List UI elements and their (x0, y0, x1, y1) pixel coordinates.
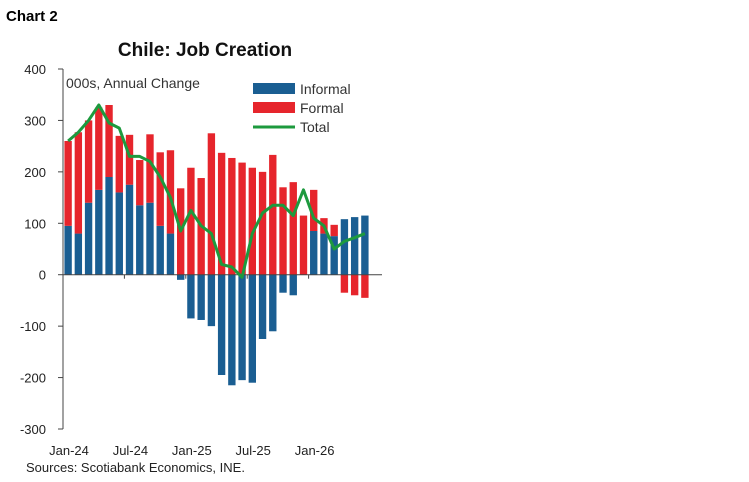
bar-informal-26 (330, 236, 338, 275)
bar-informal-25 (320, 233, 328, 275)
bar-formal-21 (279, 187, 287, 275)
bar-informal-6 (125, 184, 134, 275)
unit-note: 000s, Annual Change (66, 75, 200, 91)
y-tick-label-0: 0 (39, 268, 46, 283)
bar-informal-20 (269, 274, 277, 332)
x-tick-label-12: Jan-25 (172, 443, 212, 458)
bar-informal-24 (310, 231, 318, 275)
bar-formal-29 (361, 274, 369, 298)
bar-formal-19 (258, 171, 267, 275)
bar-formal-24 (310, 189, 318, 231)
bar-informal-29 (361, 215, 369, 275)
bar-formal-17 (238, 162, 246, 275)
bar-informal-15 (217, 274, 226, 375)
y-tick-label--200: -200 (20, 371, 46, 386)
bar-formal-26 (330, 224, 338, 237)
bar-informal-8 (146, 202, 154, 275)
bar-formal-10 (166, 150, 175, 234)
bar-formal-28 (350, 274, 359, 296)
bar-formal-7 (136, 160, 144, 206)
y-tick-label-400: 400 (24, 62, 46, 77)
bar-formal-15 (217, 152, 226, 275)
chart-title: Chile: Job Creation (118, 40, 292, 61)
y-tick-label-200: 200 (24, 165, 46, 180)
legend-label-formal: Formal (300, 100, 344, 116)
bar-formal-14 (207, 133, 216, 275)
bar-formal-18 (248, 167, 256, 275)
legend: Informal Formal Total (253, 81, 351, 135)
y-tick-label--100: -100 (20, 319, 46, 334)
bar-formal-9 (156, 152, 164, 226)
bar-formal-8 (146, 134, 154, 203)
x-tick-label-24: Jan-26 (295, 443, 335, 458)
legend-swatch-informal (253, 83, 295, 94)
bar-informal-0 (64, 225, 72, 275)
bar-formal-4 (105, 105, 113, 177)
bar-informal-27 (340, 219, 349, 275)
bar-informal-12 (187, 274, 195, 319)
x-tick-label-0: Jan-24 (49, 443, 89, 458)
legend-label-total: Total (300, 119, 330, 135)
bar-formal-3 (95, 107, 103, 190)
line-total (67, 103, 366, 279)
bar-informal-10 (166, 233, 175, 275)
x-tick-label-6: Jul-24 (113, 443, 148, 458)
legend-swatch-formal (253, 102, 295, 113)
bar-informal-11 (177, 274, 185, 280)
bar-formal-5 (115, 135, 123, 193)
bar-informal-1 (74, 233, 83, 275)
bar-informal-7 (136, 205, 144, 275)
x-tick-label-18: Jul-25 (235, 443, 270, 458)
bar-formal-23 (299, 215, 308, 275)
bar-informal-18 (248, 274, 256, 383)
bar-informal-28 (350, 217, 359, 275)
bar-informal-21 (279, 274, 287, 293)
bar-informal-13 (197, 274, 205, 320)
bar-formal-1 (74, 132, 83, 234)
bar-informal-17 (238, 274, 246, 381)
bar-informal-19 (258, 274, 267, 339)
y-tick-label-300: 300 (24, 113, 46, 128)
y-tick-label--300: -300 (20, 422, 46, 437)
bar-formal-0 (64, 141, 72, 226)
bar-informal-5 (115, 192, 123, 275)
bar-informal-4 (105, 177, 113, 275)
bar-formal-20 (269, 154, 277, 275)
bar-informal-9 (156, 225, 164, 275)
bar-formal-12 (187, 167, 195, 275)
legend-label-informal: Informal (300, 81, 351, 97)
bar-informal-3 (95, 189, 103, 275)
bar-formal-2 (84, 120, 93, 203)
y-tick-label-100: 100 (24, 216, 46, 231)
bar-informal-14 (207, 274, 216, 327)
bars-layer (64, 105, 369, 386)
bar-informal-22 (289, 274, 297, 296)
chart-label: Chart 2 (6, 8, 58, 25)
bar-formal-6 (125, 134, 134, 185)
bar-formal-22 (289, 182, 297, 275)
bar-formal-16 (228, 157, 236, 275)
axis-layer: -300 -200 -100 0 100 200 300 400 Jan-24 Jul-24 Jan… (20, 62, 382, 458)
bar-informal-2 (84, 202, 93, 275)
line-layer (67, 103, 366, 279)
bar-informal-16 (228, 274, 236, 386)
source-note: Sources: Scotiabank Economics, INE. (26, 460, 245, 475)
bar-formal-27 (340, 274, 349, 293)
